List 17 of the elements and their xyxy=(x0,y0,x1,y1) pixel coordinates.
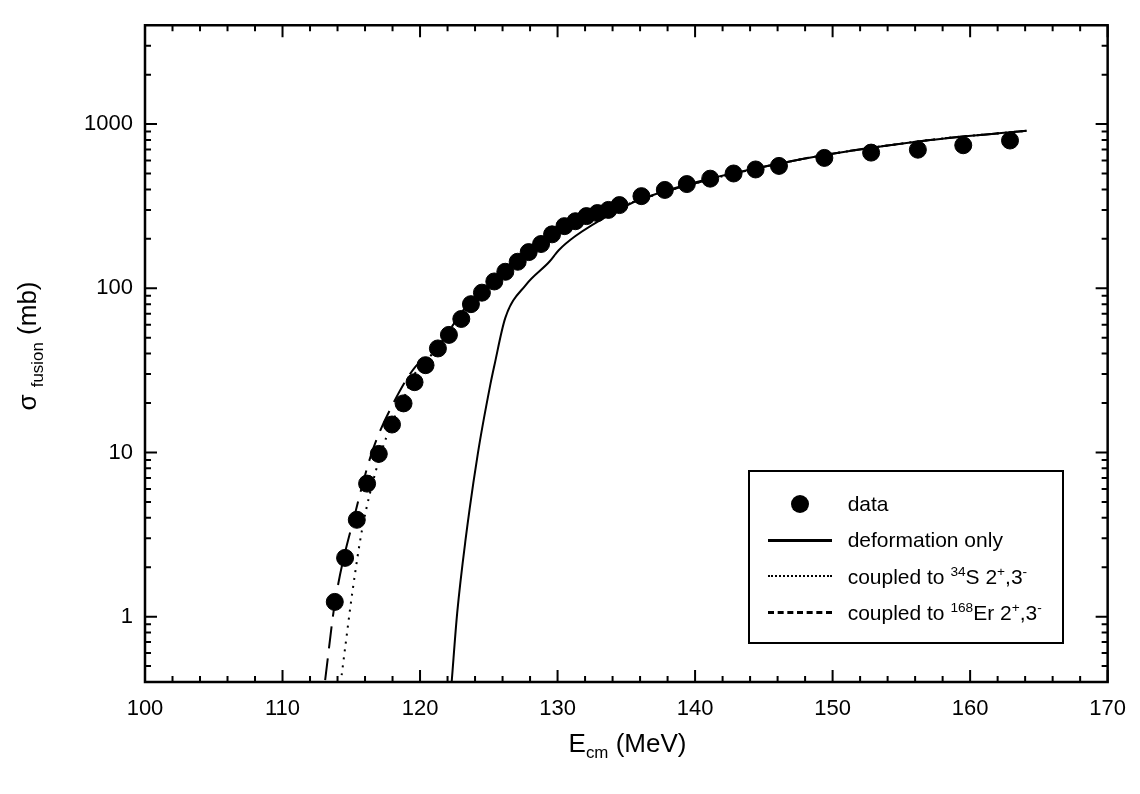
x-tick-label: 170 xyxy=(1089,695,1127,721)
x-tick-label: 110 xyxy=(264,695,301,721)
x-tick-label: 150 xyxy=(814,695,851,721)
x-axis-title: E$_{cm}$ (MeV) xyxy=(567,728,688,764)
x-tick-label: 130 xyxy=(539,695,576,721)
y-tick-label: 1 xyxy=(120,602,133,628)
legend-label: data xyxy=(847,492,889,516)
x-tick-label: 100 xyxy=(126,695,164,721)
legend-label: coupled to $^{168}$Er 2$^{+}$,3$^{-}$ xyxy=(847,599,1042,625)
x-tick-label: 120 xyxy=(401,695,439,721)
y-tick-label: 1000 xyxy=(84,110,133,136)
x-tick-label: 160 xyxy=(951,695,989,721)
x-tick-label: 140 xyxy=(676,695,714,721)
legend-label: coupled to $^{34}$S 2$^{+}$,3$^{-}$ xyxy=(847,563,1028,589)
y-tick-label: 100 xyxy=(96,274,133,300)
y-tick-label: 10 xyxy=(108,438,133,464)
legend-label: deformation only xyxy=(847,528,1003,552)
